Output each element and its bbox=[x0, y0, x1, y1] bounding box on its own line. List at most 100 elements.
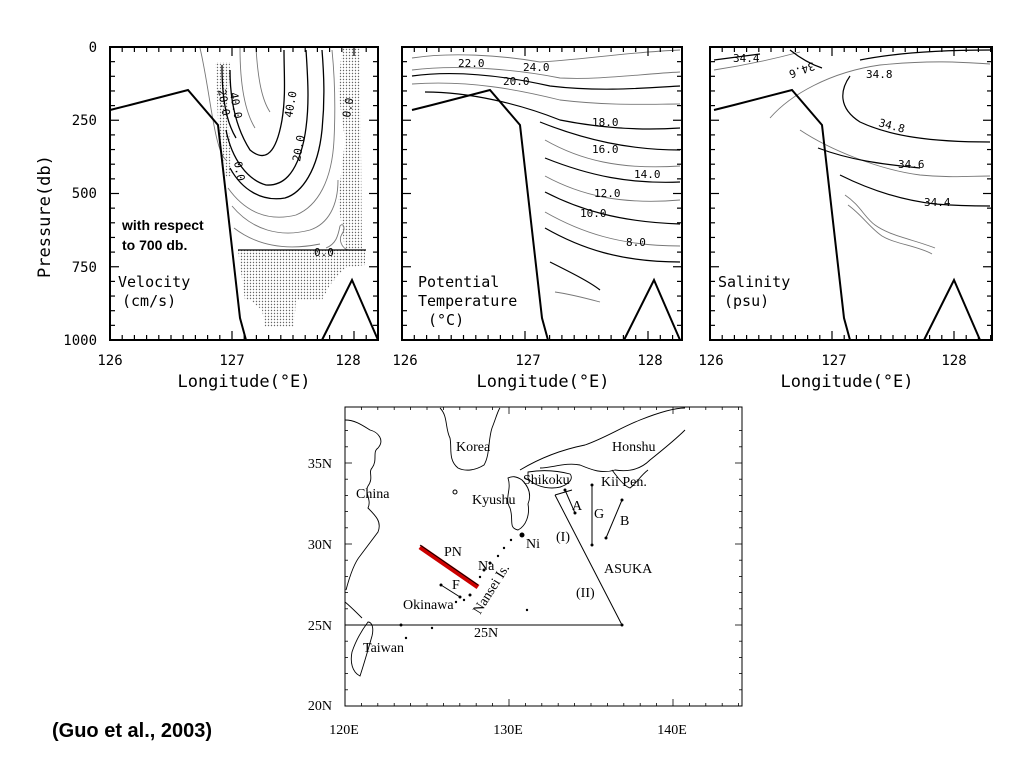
temperature-label-20: 20.0 bbox=[503, 75, 530, 88]
island-markers bbox=[404, 489, 529, 640]
salinity-label-34-6-b: 34.6 bbox=[898, 158, 925, 171]
label-section-g: G bbox=[594, 507, 604, 522]
velocity-westward-region-west bbox=[215, 62, 232, 178]
salinity-panel-title-line2: (psu) bbox=[724, 292, 769, 310]
label-section-b: B bbox=[620, 514, 629, 529]
label-section-ii: (II) bbox=[576, 586, 595, 601]
coast-taiwan bbox=[350, 621, 374, 677]
label-ni: Ni bbox=[526, 537, 540, 552]
label-na: Na bbox=[478, 559, 495, 574]
salinity-topography bbox=[713, 88, 851, 341]
label-kyushu: Kyushu bbox=[472, 493, 516, 508]
salinity-seamount bbox=[923, 277, 981, 341]
label-section-a: A bbox=[572, 499, 583, 514]
salinity-x-axis-label: Longitude(°E) bbox=[780, 372, 913, 392]
velocity-label-20-a: 20.0 bbox=[215, 88, 232, 116]
y-tick-label: 1000 bbox=[63, 333, 97, 349]
coast-kii bbox=[611, 469, 649, 489]
label-section-i: (I) bbox=[556, 530, 570, 545]
salinity-contours-bold bbox=[713, 49, 991, 207]
velocity-panel-title-line1: Velocity bbox=[118, 273, 190, 291]
velocity-seamount bbox=[321, 277, 379, 341]
label-korea: Korea bbox=[456, 440, 491, 455]
coast-kyushu bbox=[507, 476, 531, 531]
y-tick-label: 250 bbox=[72, 113, 97, 129]
temperature-label-16: 16.0 bbox=[592, 143, 619, 156]
temperature-label-18: 18.0 bbox=[592, 116, 619, 129]
temperature-label-8: 8.0 bbox=[626, 236, 646, 249]
temperature-label-24: 24.0 bbox=[523, 61, 550, 74]
temperature-panel-title-line3: (°C) bbox=[428, 311, 464, 329]
map-ticks bbox=[344, 407, 742, 707]
salinity-panel-title-line1: Salinity bbox=[718, 273, 790, 291]
temperature-topography bbox=[411, 88, 549, 341]
map-y-tick-label: 25N bbox=[308, 619, 332, 634]
velocity-panel: 40.0 20.0 40.0 20.0 0.0 0.0 0.0 with res… bbox=[35, 40, 379, 392]
map-x-tick-label: 140E bbox=[657, 723, 687, 738]
coast-china-south bbox=[344, 601, 363, 619]
salinity-axis-ticks bbox=[709, 46, 992, 341]
map-x-tick-label: 120E bbox=[329, 723, 359, 738]
label-25n: 25N bbox=[474, 626, 498, 641]
x-tick-label: 127 bbox=[515, 353, 540, 369]
velocity-label-0-c: 0.0 bbox=[314, 246, 334, 259]
velocity-label-40-b: 40.0 bbox=[282, 90, 299, 118]
temperature-seamount bbox=[623, 277, 681, 341]
coast-honshu bbox=[519, 407, 686, 473]
pn-section-highlight bbox=[418, 544, 480, 590]
temperature-panel-title-line2: Temperature bbox=[418, 292, 517, 310]
temperature-label-10: 10.0 bbox=[580, 207, 607, 220]
velocity-topography bbox=[109, 88, 247, 341]
label-okinawa: Okinawa bbox=[403, 598, 454, 613]
y-tick-label: 0 bbox=[89, 40, 97, 56]
asuka-section-head bbox=[554, 489, 573, 496]
section-b bbox=[605, 499, 623, 539]
section-a bbox=[564, 489, 576, 514]
salinity-contours-thin bbox=[713, 51, 991, 255]
map-x-tick-label: 130E bbox=[493, 723, 523, 738]
velocity-x-axis-label: Longitude(°E) bbox=[177, 372, 310, 392]
x-tick-label: 127 bbox=[821, 353, 846, 369]
salinity-label-34-4-a: 34.4 bbox=[733, 52, 760, 65]
x-tick-label: 126 bbox=[97, 353, 122, 369]
temperature-label-12: 12.0 bbox=[594, 187, 621, 200]
citation: (Guo et al., 2003) bbox=[52, 720, 212, 742]
velocity-label-20-b: 20.0 bbox=[290, 134, 307, 162]
temperature-label-14: 14.0 bbox=[634, 168, 661, 181]
section-f bbox=[440, 584, 461, 598]
x-tick-label: 128 bbox=[941, 353, 966, 369]
velocity-label-0-a: 0.0 bbox=[231, 160, 247, 182]
x-tick-label: 128 bbox=[637, 353, 662, 369]
label-pn: PN bbox=[444, 545, 462, 560]
y-tick-label: 500 bbox=[72, 186, 97, 202]
x-tick-label: 126 bbox=[698, 353, 723, 369]
velocity-westward-region-upper bbox=[338, 48, 362, 250]
velocity-westward-region-lower bbox=[238, 250, 365, 327]
coastlines bbox=[344, 407, 686, 677]
temperature-axis-ticks bbox=[401, 46, 682, 341]
coast-korea bbox=[439, 407, 501, 471]
label-taiwan: Taiwan bbox=[363, 641, 404, 656]
velocity-label-40-a: 40.0 bbox=[227, 91, 244, 119]
asuka-section bbox=[554, 494, 623, 626]
temperature-panel: 22.0 24.0 20.0 18.0 16.0 14.0 12.0 10.0 … bbox=[392, 46, 683, 392]
x-tick-label: 128 bbox=[335, 353, 360, 369]
velocity-axis-ticks bbox=[109, 46, 378, 341]
temperature-x-axis-label: Longitude(°E) bbox=[476, 372, 609, 392]
temperature-contours-thin bbox=[411, 49, 681, 303]
pn-section-line bbox=[419, 544, 479, 586]
map-y-tick-label: 30N bbox=[308, 538, 332, 553]
label-section-f: F bbox=[452, 578, 460, 593]
velocity-contours-thin bbox=[199, 47, 349, 251]
velocity-label-0-b: 0.0 bbox=[340, 97, 356, 119]
label-kii-pen: Kii Pen. bbox=[601, 475, 647, 490]
salinity-label-34-4-b: 34.4 bbox=[924, 196, 951, 209]
map-y-tick-label: 20N bbox=[308, 699, 332, 714]
label-honshu: Honshu bbox=[612, 440, 656, 455]
temperature-label-22: 22.0 bbox=[458, 57, 485, 70]
label-china: China bbox=[356, 487, 390, 502]
temperature-panel-title-line1: Potential bbox=[418, 273, 499, 291]
map-y-tick-label: 35N bbox=[308, 457, 332, 472]
label-asuka: ASUKA bbox=[604, 562, 653, 577]
